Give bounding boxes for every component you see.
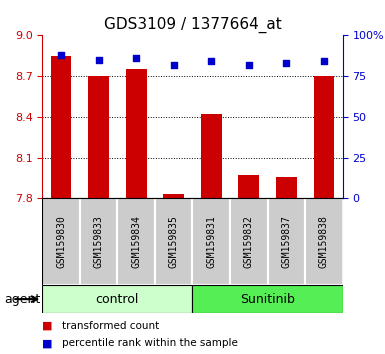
Bar [230,198,268,285]
Point [95,57,102,63]
Point [171,62,177,68]
Text: GSM159830: GSM159830 [56,215,66,268]
Text: GSM159837: GSM159837 [281,215,291,268]
Bar [305,198,343,285]
Bar [155,198,192,285]
Text: agent: agent [4,293,40,306]
Point [283,60,290,66]
Point [58,52,64,58]
Bar [192,285,343,313]
Text: GSM159831: GSM159831 [206,215,216,268]
Bar [201,114,222,198]
Bar [117,198,155,285]
Title: GDS3109 / 1377664_at: GDS3109 / 1377664_at [104,16,281,33]
Text: GSM159832: GSM159832 [244,215,254,268]
Bar [163,194,184,198]
Bar [238,175,259,198]
Text: control: control [96,293,139,306]
Text: GSM159833: GSM159833 [94,215,104,268]
Point [208,59,214,64]
Text: percentile rank within the sample: percentile rank within the sample [62,338,238,348]
Point [321,59,327,64]
Text: ■: ■ [42,338,53,348]
Text: ■: ■ [42,321,53,331]
Text: Sunitinib: Sunitinib [240,293,295,306]
Point [246,62,252,68]
Text: transformed count: transformed count [62,321,159,331]
Bar [192,198,230,285]
Point [133,55,139,61]
Text: GSM159834: GSM159834 [131,215,141,268]
Bar [268,198,305,285]
Bar [42,285,192,313]
Bar [313,76,334,198]
Bar [51,56,72,198]
Bar [126,69,147,198]
Text: GSM159838: GSM159838 [319,215,329,268]
Text: GSM159835: GSM159835 [169,215,179,268]
Bar [276,177,297,198]
Bar [88,76,109,198]
Bar [42,198,80,285]
Bar [80,198,117,285]
